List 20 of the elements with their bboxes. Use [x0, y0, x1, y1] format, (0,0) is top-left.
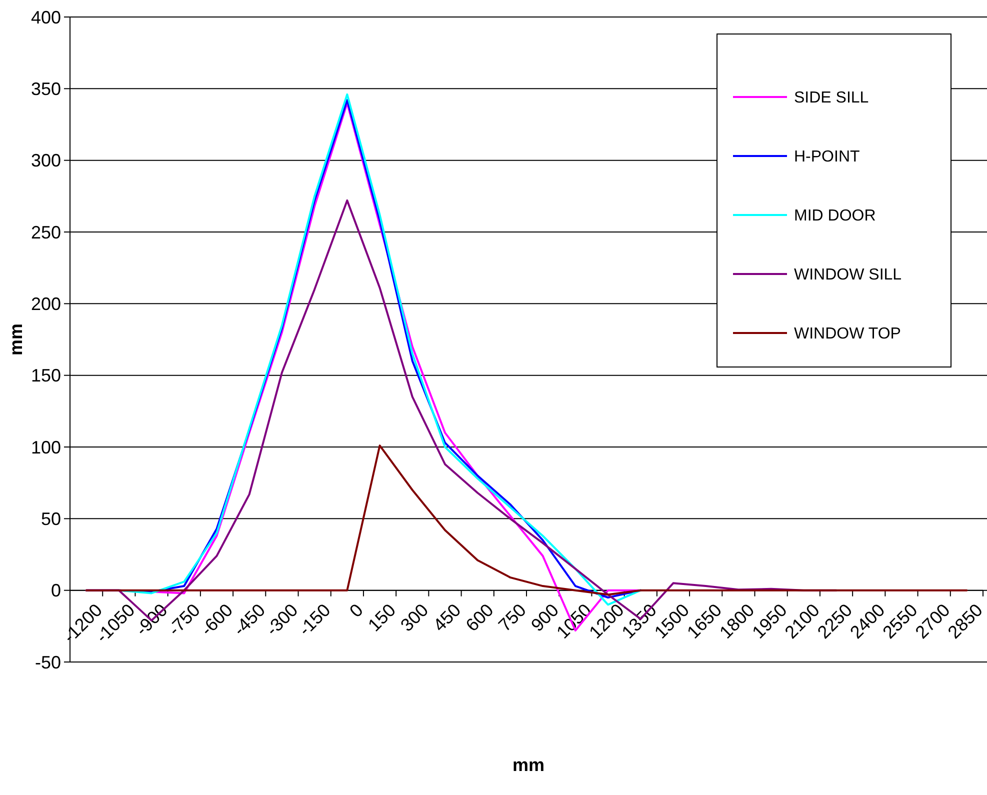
legend-label: SIDE SILL — [794, 90, 869, 107]
legend-label: WINDOW TOP — [794, 326, 901, 343]
line-series — [85, 444, 968, 596]
y-tick-label: 50 — [40, 508, 61, 529]
y-tick-label: 150 — [30, 366, 61, 386]
y-tick-label: 350 — [30, 78, 61, 99]
y-tick-label: 250 — [30, 222, 61, 242]
y-tick-label: 300 — [30, 150, 61, 171]
legend-label: WINDOW SILL — [794, 266, 902, 284]
y-tick-label: 100 — [30, 437, 61, 458]
legend-label: H-POINT — [794, 148, 860, 166]
legend-label: MID DOOR — [794, 208, 876, 225]
x-axis-title: mm — [512, 755, 545, 775]
y-tick-label: 400 — [30, 7, 61, 28]
x-tick-label: 750 — [494, 600, 530, 636]
y-tick-label: -50 — [34, 652, 61, 672]
x-tick-label: 0 — [346, 600, 367, 622]
y-tick-label: 0 — [50, 580, 61, 601]
y-axis-title: mm — [6, 323, 26, 356]
y-tick-label: 200 — [30, 294, 61, 314]
